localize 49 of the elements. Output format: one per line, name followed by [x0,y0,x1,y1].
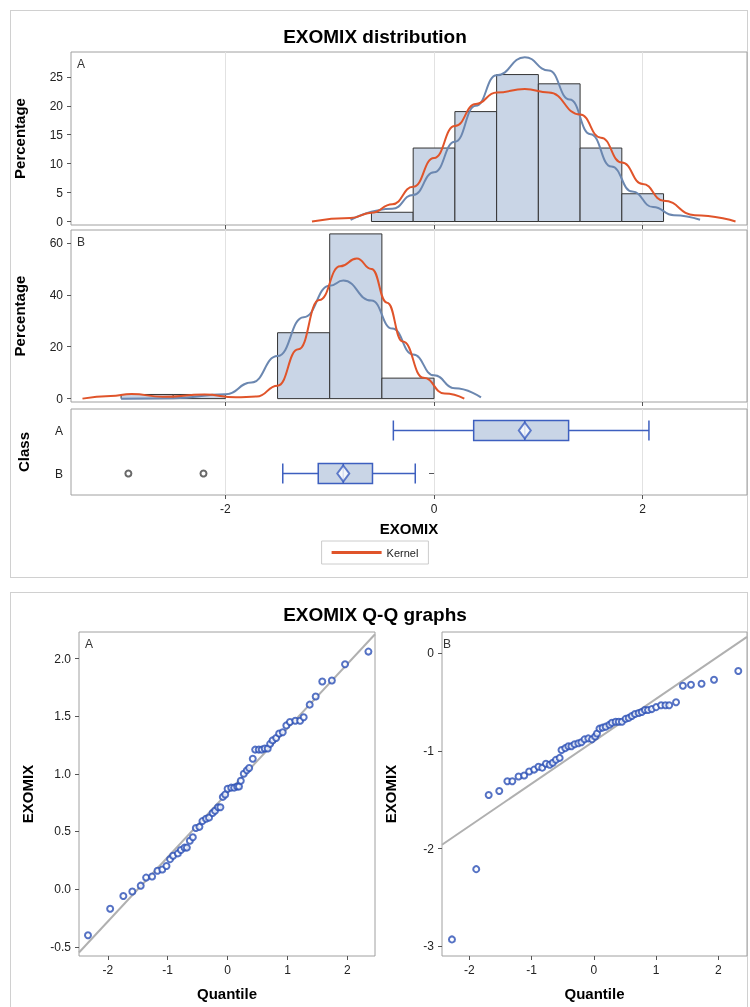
y-tick-label: 15 [49,127,64,142]
y-tick-label: B [54,466,63,481]
annotation: A [85,637,94,651]
y-tick-label: 10 [49,156,64,171]
x-axis-title: Quantile [564,985,625,1002]
y-tick-label: 0 [427,646,435,661]
y-tick-label: 0 [56,391,64,406]
x-tick-label: -1 [162,963,174,977]
y-tick-label: 20 [49,98,64,113]
x-tick-label: 2 [715,963,723,977]
y-tick-label: 1.5 [54,709,72,724]
y-tick-label: -0.5 [50,939,72,954]
x-tick-label: -1 [526,963,538,977]
y-tick-label: -3 [423,939,435,954]
annotation: A [77,57,86,71]
y-tick-label: 0.0 [54,882,72,897]
y-tick-label: -2 [423,841,435,856]
x-tick-label: 1 [652,963,660,977]
y-tick-label: 5 [56,185,64,200]
x-tick-label: 2 [639,502,647,516]
x-tick-label: -2 [220,502,232,516]
y-axis-title: EXOMIX [19,764,36,824]
annotation: B [77,235,86,249]
chart-title: EXOMIX Q-Q graphs [283,604,467,625]
x-axis-title: Quantile [196,985,258,1002]
x-tick-label: -2 [464,963,476,977]
y-tick-label: 0.5 [54,824,72,839]
chart-title: EXOMIX distribution [283,26,467,47]
y-tick-label: A [54,423,63,438]
x-axis-title: EXOMIX [379,520,439,537]
y-tick-label: 60 [49,235,64,250]
y-tick-label: -1 [423,744,435,759]
y-tick-label: 0 [56,214,64,229]
y-axis-title: EXOMIX [382,764,399,824]
y-axis-title: Class [15,431,32,473]
annotation: B [443,637,452,651]
legend-label: Kernel [386,546,419,559]
x-tick-label: -2 [102,963,114,977]
y-tick-label: 2.0 [54,651,72,666]
y-axis-title: Percentage [11,275,28,357]
x-tick-label: 2 [344,963,352,977]
x-tick-label: 0 [224,963,232,977]
y-axis-title: Percentage [11,98,28,179]
y-tick-label: 25 [49,69,64,84]
x-tick-label: 0 [590,963,598,977]
x-tick-label: 1 [284,963,292,977]
y-tick-label: 20 [49,339,64,354]
y-tick-label: 1.0 [54,766,72,781]
y-tick-label: 40 [49,287,64,302]
